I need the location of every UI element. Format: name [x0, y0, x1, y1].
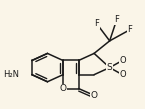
Text: O: O	[91, 91, 98, 100]
Text: F: F	[127, 26, 132, 34]
Text: O: O	[119, 70, 126, 79]
Text: O: O	[119, 56, 126, 65]
Text: F: F	[114, 15, 119, 24]
Text: H₂N: H₂N	[3, 70, 19, 79]
Text: F: F	[95, 20, 99, 28]
Text: S: S	[107, 63, 113, 72]
Text: O: O	[59, 84, 67, 93]
